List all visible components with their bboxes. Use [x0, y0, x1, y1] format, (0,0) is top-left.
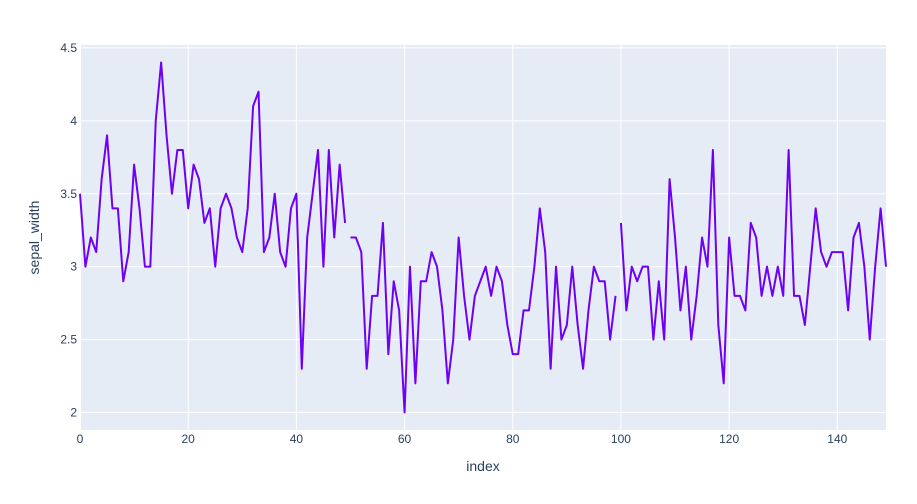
x-tick-label: 0: [77, 432, 84, 446]
x-tick-label: 100: [611, 432, 631, 446]
x-tick-label: 140: [827, 432, 847, 446]
x-tick-label: 20: [182, 432, 196, 446]
series-line-segment: [350, 207, 617, 414]
series-lines: [79, 61, 887, 414]
y-tick-label: 2.5: [60, 333, 77, 347]
x-tick-label: 40: [290, 432, 304, 446]
y-tick-label: 4: [70, 114, 77, 128]
series-line-segment: [79, 61, 347, 370]
y-axis-title: sepal_width: [26, 201, 42, 275]
x-axis-title: index: [466, 458, 499, 474]
x-tick-label: 60: [398, 432, 412, 446]
x-tick-label: 120: [719, 432, 739, 446]
y-tick-label: 2: [70, 406, 77, 420]
y-tick-label: 4.5: [60, 41, 77, 55]
y-tick-label: 3.5: [60, 187, 77, 201]
x-tick-labels: 0 20 40 60 80 100 120 140: [77, 432, 848, 446]
plot-background: [80, 45, 886, 430]
x-tick-label: 80: [506, 432, 520, 446]
series-line-segment: [619, 149, 887, 385]
y-tick-label: 3: [70, 260, 77, 274]
y-tick-labels: 2 2.5 3 3.5 4 4.5: [60, 41, 77, 420]
